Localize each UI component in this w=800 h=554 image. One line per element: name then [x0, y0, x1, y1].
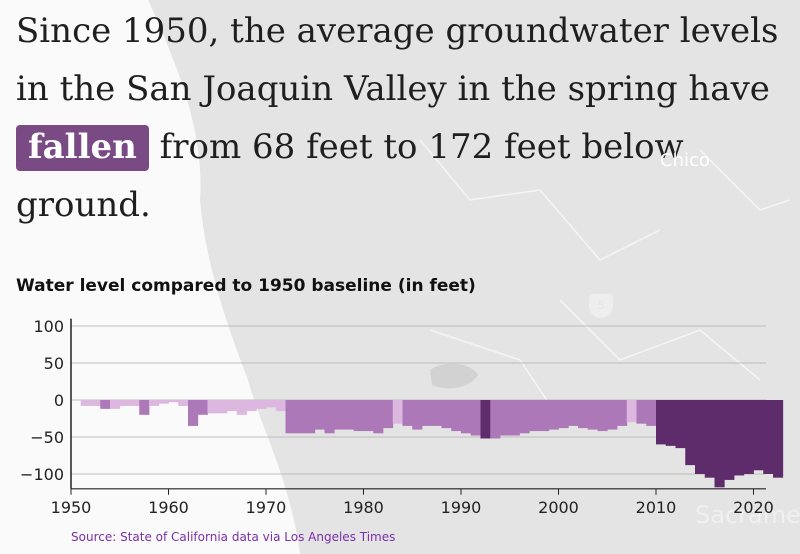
- bar-1960: [168, 400, 179, 403]
- bar-1975: [314, 400, 325, 430]
- bar-1974: [305, 400, 316, 434]
- bar-1989: [451, 400, 462, 432]
- chart-title: Water level compared to 1950 baseline (i…: [16, 276, 476, 296]
- lake: [430, 363, 478, 389]
- bar-2001: [568, 400, 579, 426]
- bar-1976: [324, 400, 335, 434]
- y-tick-label: 0: [54, 391, 64, 410]
- bar-1979: [353, 400, 364, 432]
- bar-1992: [480, 400, 491, 439]
- bar-1967: [236, 400, 247, 415]
- bar-1962: [188, 400, 199, 426]
- bar-2020: [753, 400, 764, 471]
- bar-1957: [139, 400, 150, 415]
- bar-2005: [607, 400, 618, 430]
- bar-1965: [217, 400, 228, 414]
- bar-2013: [685, 400, 696, 466]
- bar-1982: [383, 400, 394, 429]
- bar-1983: [392, 400, 403, 424]
- bar-1972: [285, 400, 296, 434]
- x-tick-label: 1990: [441, 498, 482, 517]
- x-tick-label: 2020: [733, 498, 774, 517]
- bar-1991: [470, 400, 481, 436]
- x-tick-label: 2000: [538, 498, 579, 517]
- bar-1984: [402, 400, 413, 426]
- x-tick-label: 1980: [343, 498, 384, 517]
- bar-1969: [256, 400, 267, 409]
- bar-2006: [617, 400, 628, 426]
- bar-2016: [714, 400, 725, 488]
- y-tick-label: 100: [33, 317, 64, 336]
- bar-2004: [597, 400, 608, 432]
- bar-2000: [558, 400, 569, 429]
- bar-1959: [158, 400, 169, 404]
- headline-after: from 68 feet to 172 feet below ground.: [16, 127, 684, 225]
- bar-1966: [227, 400, 238, 412]
- y-tick-label: 50: [44, 354, 64, 373]
- bar-2010: [656, 400, 667, 445]
- x-tick-label: 1960: [148, 498, 189, 517]
- bar-1996: [519, 400, 530, 434]
- bar-1981: [373, 400, 384, 434]
- y-tick-label: −50: [30, 428, 64, 447]
- bar-2007: [626, 400, 637, 423]
- bar-1998: [539, 400, 550, 432]
- bar-1986: [422, 400, 433, 426]
- county-borders: [419, 139, 791, 421]
- y-tick-label: −100: [20, 465, 64, 484]
- bar-2012: [675, 400, 686, 449]
- bar-1993: [490, 400, 501, 439]
- bar-1968: [246, 400, 257, 412]
- bar-1987: [431, 400, 442, 426]
- bar-1964: [207, 400, 218, 414]
- bar-1963: [197, 400, 208, 415]
- bar-2019: [743, 400, 754, 474]
- bar-1988: [441, 400, 452, 429]
- bar-2018: [734, 400, 745, 476]
- bar-1958: [149, 400, 160, 406]
- bar-1954: [110, 400, 121, 409]
- bar-1985: [412, 400, 423, 430]
- bar-1961: [178, 400, 189, 406]
- bar-1978: [344, 400, 355, 430]
- bar-1971: [275, 400, 286, 412]
- bar-2015: [704, 400, 715, 478]
- bar-1952: [90, 400, 101, 406]
- bar-1953: [100, 400, 111, 409]
- bar-1970: [266, 400, 277, 408]
- headline-before: Since 1950, the average groundwater leve…: [16, 11, 779, 109]
- x-tick-label: 2010: [636, 498, 677, 517]
- bar-1980: [363, 400, 374, 432]
- bar-1997: [529, 400, 540, 432]
- bar-2021: [763, 400, 774, 474]
- bar-1994: [500, 400, 511, 436]
- bar-2003: [587, 400, 598, 430]
- x-tick-label: 1950: [51, 498, 92, 517]
- bar-1956: [129, 400, 140, 406]
- bar-1951: [80, 400, 91, 406]
- bar-1973: [295, 400, 306, 434]
- highway-shield: 5: [589, 294, 613, 318]
- headline-highlight: fallen: [16, 125, 149, 171]
- bar-2014: [695, 400, 706, 474]
- bar-1977: [334, 400, 345, 430]
- bar-2002: [578, 400, 589, 429]
- map-label-chico: Chico: [660, 150, 710, 171]
- headline: Since 1950, the average groundwater leve…: [16, 2, 786, 234]
- bar-2011: [665, 400, 676, 446]
- bar-1995: [509, 400, 520, 436]
- bar-2008: [636, 400, 647, 424]
- source-note: Source: State of California data via Los…: [71, 530, 396, 544]
- bar-1955: [119, 400, 130, 406]
- bar-1990: [461, 400, 472, 434]
- bar-1999: [548, 400, 559, 430]
- bar-2009: [646, 400, 657, 426]
- bar-2017: [724, 400, 735, 480]
- bar-2022: [773, 400, 784, 478]
- map-label-sacramento: Sacramento: [695, 501, 800, 529]
- x-tick-label: 1970: [246, 498, 287, 517]
